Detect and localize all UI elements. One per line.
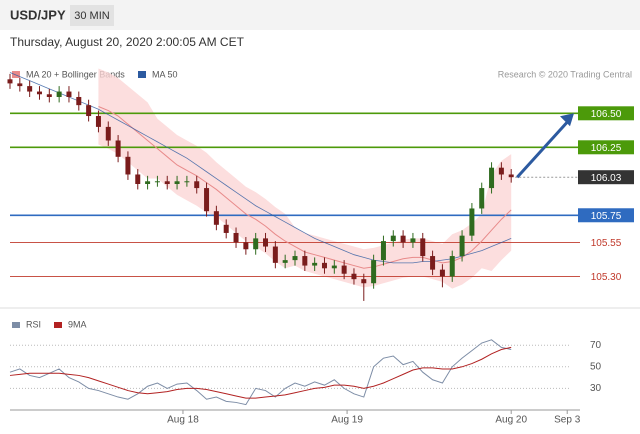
candle-body	[361, 279, 367, 284]
timeframe-box	[70, 5, 114, 26]
level-box	[578, 170, 634, 185]
timeframe: 30 MIN	[74, 10, 110, 22]
legend-swatch	[138, 71, 146, 78]
y-tick-label: 50	[590, 361, 602, 372]
candle-body	[56, 91, 62, 97]
candle-body	[400, 235, 406, 243]
arrow-head	[560, 113, 574, 127]
ma50-line	[9, 72, 512, 264]
y-tick-label: 70	[590, 340, 602, 351]
candle-body	[253, 238, 259, 250]
candle-body	[439, 269, 445, 277]
candle-body	[508, 174, 514, 178]
level-label: 106.50	[591, 109, 622, 120]
candle-body	[302, 256, 308, 266]
level-box	[578, 140, 634, 155]
bollinger-band	[98, 68, 512, 289]
candle-body	[86, 105, 92, 117]
candle-body	[194, 181, 200, 189]
level-label: 105.75	[591, 211, 622, 222]
candle-body	[420, 238, 426, 257]
candle-body	[341, 265, 347, 274]
candle-body	[105, 126, 111, 141]
legend-swatch	[54, 322, 62, 328]
candle-body	[321, 262, 327, 269]
legend-label: MA 50	[152, 69, 178, 79]
candle-body	[27, 86, 33, 92]
candle-body	[430, 256, 436, 270]
x-tick-label: Aug 19	[331, 415, 363, 426]
candle-body	[204, 188, 210, 212]
candle-body	[76, 96, 82, 106]
candle-body	[410, 238, 416, 243]
candle-body	[459, 235, 465, 257]
x-tick-label: Aug 18	[167, 415, 199, 426]
level-box	[578, 208, 634, 223]
candle-body	[164, 181, 170, 184]
candle-body	[36, 91, 42, 95]
candle-body	[390, 235, 396, 242]
candle-body	[380, 241, 386, 261]
candle-body	[154, 181, 160, 183]
candle-body	[184, 181, 190, 183]
y-tick-label: 30	[590, 383, 602, 394]
candle-body	[282, 260, 288, 263]
candle-body	[7, 79, 13, 84]
legend-label: MA 20 + Bollinger Bands	[26, 69, 125, 79]
candle-body	[449, 256, 455, 277]
candle-body	[115, 140, 121, 157]
candle-body	[489, 167, 495, 189]
candle-body	[351, 273, 357, 280]
legend-swatch	[12, 322, 20, 328]
candle-body	[213, 211, 219, 225]
candle-body	[95, 116, 101, 127]
candle-body	[125, 156, 131, 175]
candle-body	[479, 188, 485, 209]
level-box	[578, 106, 634, 121]
candle-body	[263, 238, 269, 247]
candle-body	[469, 208, 475, 236]
level-label: 105.55	[591, 238, 622, 249]
forecast-arrow	[516, 120, 570, 179]
legend-label: 9MA	[68, 319, 87, 329]
candle-body	[498, 167, 504, 175]
indicator-line	[9, 346, 512, 399]
candle-body	[371, 260, 377, 284]
candle-body	[243, 242, 249, 250]
x-tick-label: Sep 3	[554, 415, 581, 426]
candle-body	[145, 181, 151, 184]
candle-body	[135, 174, 141, 184]
level-label: 105.30	[591, 272, 622, 283]
symbol: USD/JPY	[10, 7, 66, 22]
source: Research © 2020 Trading Central	[498, 69, 632, 79]
candle-body	[66, 91, 72, 97]
level-label: 106.03	[591, 173, 622, 184]
candle-body	[312, 262, 318, 266]
timestamp: Thursday, August 20, 2020 2:00:05 AM CET	[10, 35, 245, 49]
legend-label: RSI	[26, 319, 41, 329]
candle-body	[174, 181, 180, 184]
candle-body	[292, 256, 298, 261]
indicator-line	[9, 339, 512, 406]
legend-swatch	[12, 71, 20, 78]
level-label: 106.25	[591, 143, 622, 154]
candle-body	[17, 83, 23, 87]
candle-body	[272, 246, 278, 263]
candle-body	[331, 265, 337, 269]
candle-body	[233, 232, 239, 243]
x-tick-label: Aug 20	[495, 415, 527, 426]
candle-body	[46, 94, 52, 97]
candle-body	[223, 224, 229, 233]
